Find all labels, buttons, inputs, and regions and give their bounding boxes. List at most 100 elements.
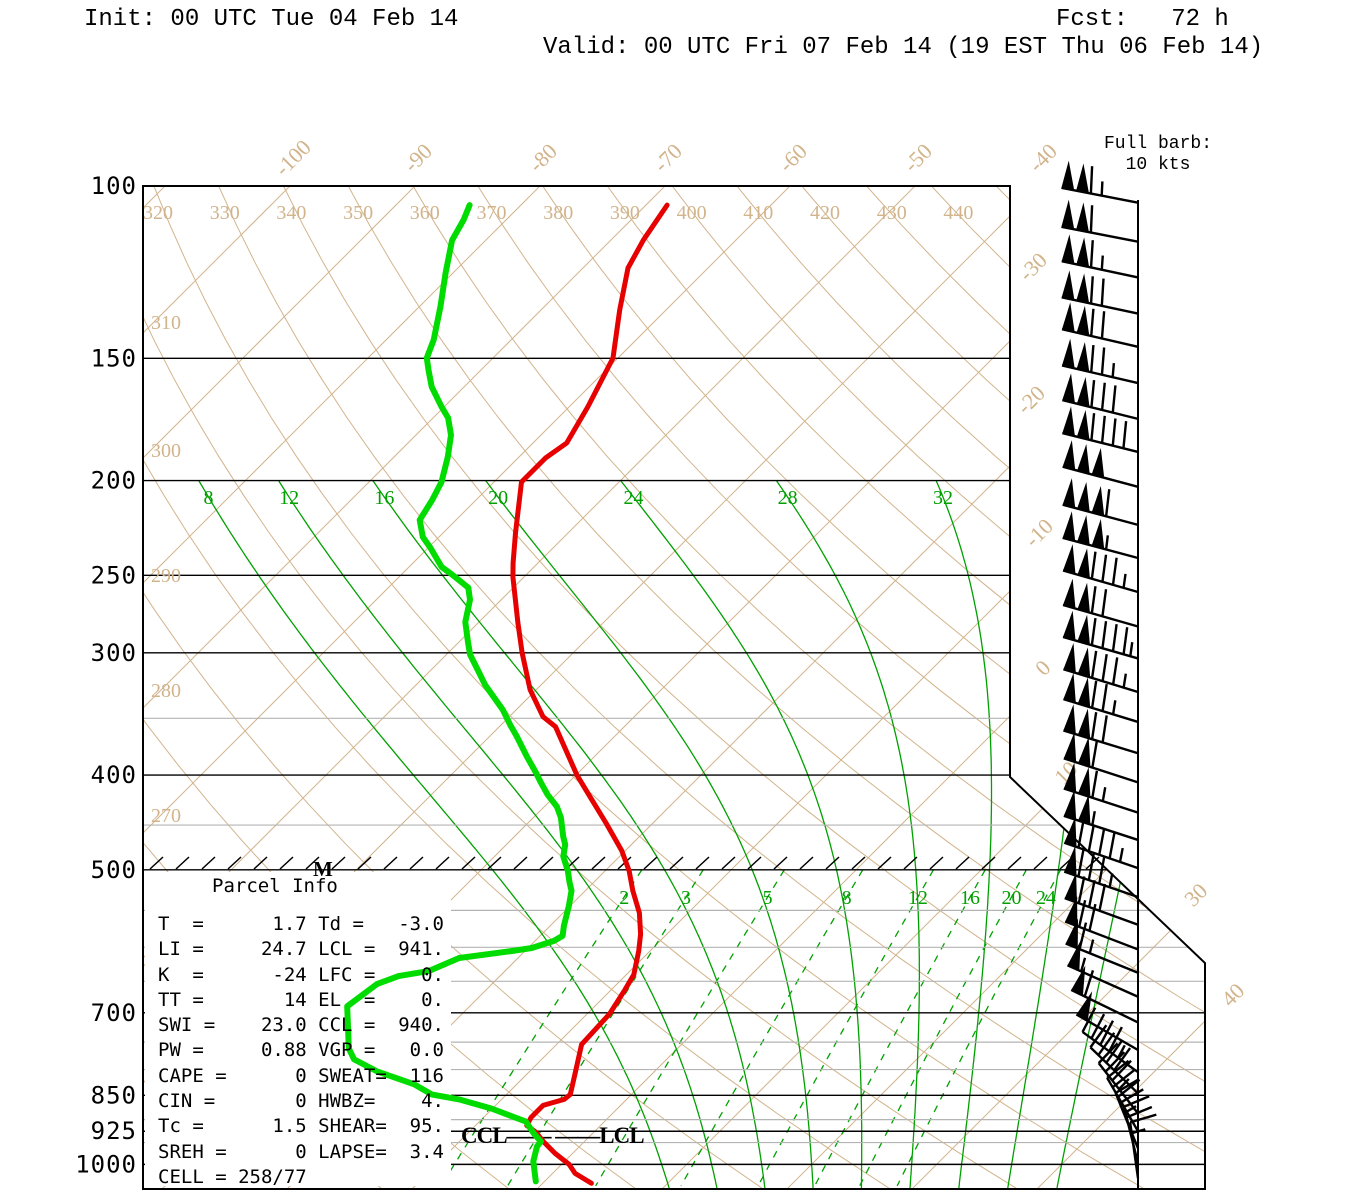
mixing-ratio-label: 3 [681,887,691,909]
dry-adiabat-label-top: 390 [610,202,640,224]
wind-barb [1063,789,1139,842]
pressure-tick-label: 200 [91,467,137,495]
pressure-tick-label: 400 [91,761,137,789]
mixing-ratio-label: 16 [960,887,980,909]
mixing-ratio-label: 5 [763,887,773,909]
wind-barb [1097,1042,1139,1115]
wind-barb [1061,270,1139,315]
wind-barb [1061,338,1139,385]
wind-barb [1063,845,1139,899]
pressure-tick-label: 500 [91,856,137,884]
wind-barb [1063,762,1139,814]
dry-adiabat-label-top: 350 [343,202,373,224]
dry-adiabat-label-top: 420 [810,202,840,224]
dry-adiabat-label-top: 320 [143,202,173,224]
plot-frame [142,185,1206,1190]
wind-barb [1128,1113,1157,1179]
parcel-info-table: T = 1.7 Td = -3.0 LI = 24.7 LCL = 941. K… [158,913,444,1188]
ccl-lcl-annotation: CCL—— ——LCL [461,1123,644,1148]
mixing-ratio-lines [440,869,1062,1187]
hatched-500mb-line [149,856,1100,870]
temperature-curve [510,202,670,1186]
wind-barb [1061,234,1139,279]
pressure-tick-label: 850 [91,1081,137,1109]
dry-adiabat-label-left: 300 [151,440,181,462]
wind-barb [1062,511,1139,560]
wind-barb [1070,965,1139,1024]
wind-barb-legend: Full barb: 10 kts [1094,134,1222,176]
isotherm-label-right: 40 [1216,978,1249,1011]
wind-barb [1065,918,1139,974]
dry-adiabat-label-top: 410 [743,202,773,224]
wind-barb [1061,160,1139,204]
isotherm-label-top: -90 [398,138,436,176]
dry-adiabat-label-left: 310 [151,312,181,334]
wind-barb [1062,578,1139,628]
wind-barb [1062,440,1139,489]
wind-barb [1063,816,1139,870]
isotherm-label-top: -50 [898,138,936,176]
wind-barb [1062,610,1139,660]
wind-barb [1062,406,1139,454]
isotherm-label-top: -80 [523,138,561,176]
dry-adiabat-label-top: 340 [276,202,306,224]
moist-adiabat-label: 32 [933,487,953,509]
moist-adiabat-label: 8 [204,487,214,509]
wind-barb [1061,302,1139,348]
wind-barb [1081,1007,1139,1074]
init-time-label: Init: 00 UTC Tue 04 Feb 14 [84,6,459,33]
mixing-ratio-label: 2 [619,887,629,909]
isotherm-label-right: 0 [1030,655,1055,680]
mixing-ratio-label: 24 [1036,887,1056,909]
moist-adiabat-label: 16 [374,487,394,509]
wind-barb [1062,478,1139,527]
dry-adiabat-label-top: 360 [410,202,440,224]
isotherm-label-right: -10 [1019,513,1057,551]
pressure-tick-label: 925 [91,1117,137,1145]
wind-barb [1066,940,1139,998]
dry-adiabat-label-top: 440 [943,202,973,224]
pressure-tick-label: 300 [91,639,137,667]
wind-barb [1062,373,1139,421]
isotherm-label-top: -100 [270,135,316,181]
isotherm-label-right: -30 [1013,247,1051,285]
dry-adiabat-label-top: 400 [677,202,707,224]
wind-barb [1063,643,1139,694]
isotherm-label-top: -70 [648,138,686,176]
forecast-hour-label: Fcst: 72 h [1056,6,1229,33]
wind-barb [1063,672,1139,724]
isotherm-label-right: 30 [1179,878,1212,911]
dry-adiabat-label-top: 370 [477,202,507,224]
dry-adiabat-label-top: 430 [877,202,907,224]
isotherm-label-top: -40 [1023,138,1061,176]
moist-adiabat-label: 12 [279,487,299,509]
wind-barb-legend-line2: 10 kts [1125,155,1191,175]
mixing-ratio-label: 12 [908,887,928,909]
pressure-tick-label: 700 [91,999,137,1027]
isotherm-label-top: -60 [773,138,811,176]
wind-barb-legend-line1: Full barb: [1103,134,1213,154]
mixing-ratio-label: 20 [1001,887,1021,909]
parcel-info-panel [145,872,451,1186]
moist-adiabat-label: 28 [778,487,798,509]
moist-adiabat-label: 20 [488,487,508,509]
dewpoint-curve [344,202,575,1185]
pressure-tick-label: 250 [91,561,137,589]
wind-barb [1061,199,1139,243]
pressure-tick-label: 1000 [75,1150,137,1178]
wind-barb [1063,704,1139,755]
wind-barb [1062,544,1139,594]
dry-adiabat-label-top: 380 [543,202,573,224]
dry-adiabat-label-left: 290 [151,565,181,587]
wind-barbs [1061,160,1157,1179]
parcel-info-title: Parcel Info [212,875,338,897]
dry-adiabat-label-top: 330 [210,202,240,224]
pressure-tick-label: 100 [91,172,137,200]
wind-barb [1063,732,1139,784]
dry-adiabat-label-left: 270 [151,805,181,827]
isotherm-label-right: -20 [1011,380,1049,418]
pressure-tick-label: 150 [91,344,137,372]
dry-adiabat-label-left: 280 [151,680,181,702]
